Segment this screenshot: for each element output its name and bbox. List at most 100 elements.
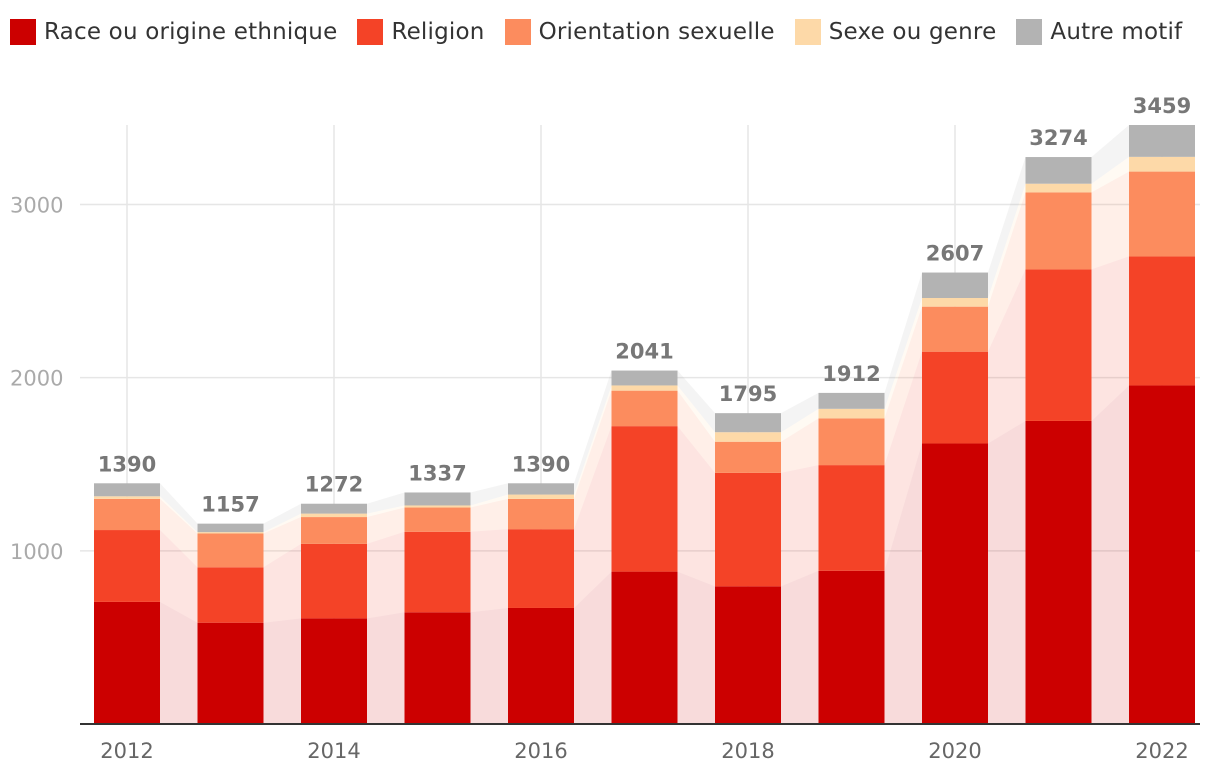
bar-religion-2016 xyxy=(508,529,574,608)
legend-swatch-autre xyxy=(1016,19,1043,45)
y-tick-label-1000: 1000 xyxy=(10,540,63,564)
connector-sexe-ou-genre-2014 xyxy=(367,505,405,518)
connector-autre-motif-2018 xyxy=(781,392,819,433)
bar-race-ou-origine-ethnique-2022 xyxy=(1129,385,1195,724)
legend-label-religion: Religion xyxy=(391,19,485,45)
bar-sexe-ou-genre-2015 xyxy=(404,505,471,508)
area-layer xyxy=(160,125,1129,724)
bar-sexe-ou-genre-2017 xyxy=(611,385,678,391)
bar-autre-motif-2020 xyxy=(922,272,988,298)
connector-autre-motif-2015 xyxy=(470,483,508,506)
connector-autre-motif-2021 xyxy=(1091,125,1129,184)
total-label-2013: 1157 xyxy=(201,493,259,517)
legend-label-sexe: Sexe ou genre xyxy=(828,19,997,45)
connector-sexe-ou-genre-2013 xyxy=(263,513,301,534)
bar-orientation-sexuelle-2016 xyxy=(508,498,574,530)
x-tick-label-2012: 2012 xyxy=(100,739,153,763)
connector-race-ou-origine-ethnique-2012 xyxy=(160,601,198,724)
legend-item-sexe[interactable]: Sexe ou genre xyxy=(794,19,997,45)
bar-sexe-ou-genre-2016 xyxy=(508,494,574,499)
connector-religion-2016 xyxy=(574,426,612,608)
connector-orientation-sexuelle-2021 xyxy=(1091,171,1129,270)
connector-autre-motif-2016 xyxy=(574,370,612,495)
x-tick-label-2020: 2020 xyxy=(928,739,981,763)
bar-autre-motif-2015 xyxy=(404,492,471,506)
x-tick-label-2022: 2022 xyxy=(1135,739,1188,763)
connector-race-ou-origine-ethnique-2013 xyxy=(263,618,301,724)
bar-religion-2017 xyxy=(611,426,678,572)
bar-religion-2020 xyxy=(922,351,988,444)
x-tick-label-2014: 2014 xyxy=(307,739,360,763)
bar-orientation-sexuelle-2015 xyxy=(404,507,471,532)
x-tick-label-2018: 2018 xyxy=(721,739,774,763)
total-label-2018: 1795 xyxy=(719,382,777,406)
connector-orientation-sexuelle-2018 xyxy=(781,418,819,473)
bar-autre-motif-2018 xyxy=(715,413,781,433)
bar-race-ou-origine-ethnique-2014 xyxy=(301,618,367,724)
connector-race-ou-origine-ethnique-2016 xyxy=(574,571,612,724)
connector-orientation-sexuelle-2016 xyxy=(574,390,612,530)
bar-sexe-ou-genre-2020 xyxy=(922,297,988,307)
connector-sexe-ou-genre-2017 xyxy=(677,385,715,442)
connector-orientation-sexuelle-2020 xyxy=(988,192,1026,352)
connector-orientation-sexuelle-2012 xyxy=(160,498,198,568)
connector-sexe-ou-genre-2012 xyxy=(160,496,198,534)
bar-race-ou-origine-ethnique-2017 xyxy=(611,571,678,724)
connector-religion-2018 xyxy=(781,465,819,587)
bar-sexe-ou-genre-2018 xyxy=(715,432,781,442)
connector-sexe-ou-genre-2020 xyxy=(988,183,1026,307)
total-label-2022: 3459 xyxy=(1133,94,1191,118)
bar-sexe-ou-genre-2014 xyxy=(301,513,367,518)
connector-sexe-ou-genre-2018 xyxy=(781,408,819,442)
label-layer: 1390 1157 1272 1337 1390 2041 1795 1912 2607 3274… xyxy=(98,94,1191,517)
axis-layer: 1000 2000 3000 2012 2014 2016 2018 2020 2022 xyxy=(10,193,1200,763)
legend-label-race: Race ou origine ethnique xyxy=(44,19,338,45)
bar-orientation-sexuelle-2018 xyxy=(715,441,781,473)
bar-autre-motif-2014 xyxy=(301,503,367,514)
bar-autre-motif-2022 xyxy=(1129,125,1195,157)
connector-autre-motif-2012 xyxy=(160,483,198,533)
connector-religion-2013 xyxy=(263,543,301,623)
bar-religion-2013 xyxy=(197,567,264,623)
bar-orientation-sexuelle-2021 xyxy=(1025,192,1092,270)
total-label-2016: 1390 xyxy=(512,452,570,476)
connector-religion-2014 xyxy=(367,531,405,619)
bar-religion-2018 xyxy=(715,472,781,587)
bar-orientation-sexuelle-2013 xyxy=(197,533,264,568)
total-label-2019: 1912 xyxy=(822,362,880,386)
bar-orientation-sexuelle-2017 xyxy=(611,390,678,427)
bar-race-ou-origine-ethnique-2019 xyxy=(818,570,885,724)
legend-swatch-sexe xyxy=(794,19,821,45)
connector-religion-2020 xyxy=(988,269,1026,444)
legend-swatch-orientation xyxy=(504,19,531,45)
total-label-2021: 3274 xyxy=(1029,126,1087,150)
connector-orientation-sexuelle-2017 xyxy=(677,390,715,473)
connector-religion-2019 xyxy=(884,351,922,571)
bar-sexe-ou-genre-2019 xyxy=(818,408,885,419)
bar-race-ou-origine-ethnique-2016 xyxy=(508,607,574,724)
connector-autre-motif-2014 xyxy=(367,492,405,514)
legend: Race ou origine ethnique Religion Orient… xyxy=(10,14,1202,50)
legend-item-race[interactable]: Race ou origine ethnique xyxy=(10,19,337,45)
bar-race-ou-origine-ethnique-2021 xyxy=(1025,420,1092,724)
bar-race-ou-origine-ethnique-2015 xyxy=(404,612,471,724)
legend-item-orientation[interactable]: Orientation sexuelle xyxy=(504,19,775,45)
connector-race-ou-origine-ethnique-2018 xyxy=(781,570,819,724)
bar-race-ou-origine-ethnique-2018 xyxy=(715,586,781,724)
legend-label-autre: Autre motif xyxy=(1050,19,1183,45)
bar-religion-2015 xyxy=(404,531,471,613)
legend-item-religion[interactable]: Religion xyxy=(357,19,484,45)
bar-religion-2022 xyxy=(1129,256,1195,386)
connector-race-ou-origine-ethnique-2020 xyxy=(988,420,1026,724)
bar-sexe-ou-genre-2012 xyxy=(94,496,160,499)
legend-item-autre[interactable]: Autre motif xyxy=(1016,19,1182,45)
bar-race-ou-origine-ethnique-2013 xyxy=(197,622,264,724)
connector-orientation-sexuelle-2014 xyxy=(367,507,405,544)
connector-orientation-sexuelle-2013 xyxy=(263,517,301,568)
total-label-2012: 1390 xyxy=(98,452,156,476)
connector-race-ou-origine-ethnique-2015 xyxy=(470,607,508,724)
bar-religion-2021 xyxy=(1025,269,1092,421)
total-label-2017: 2041 xyxy=(615,340,673,364)
bar-orientation-sexuelle-2020 xyxy=(922,306,988,352)
